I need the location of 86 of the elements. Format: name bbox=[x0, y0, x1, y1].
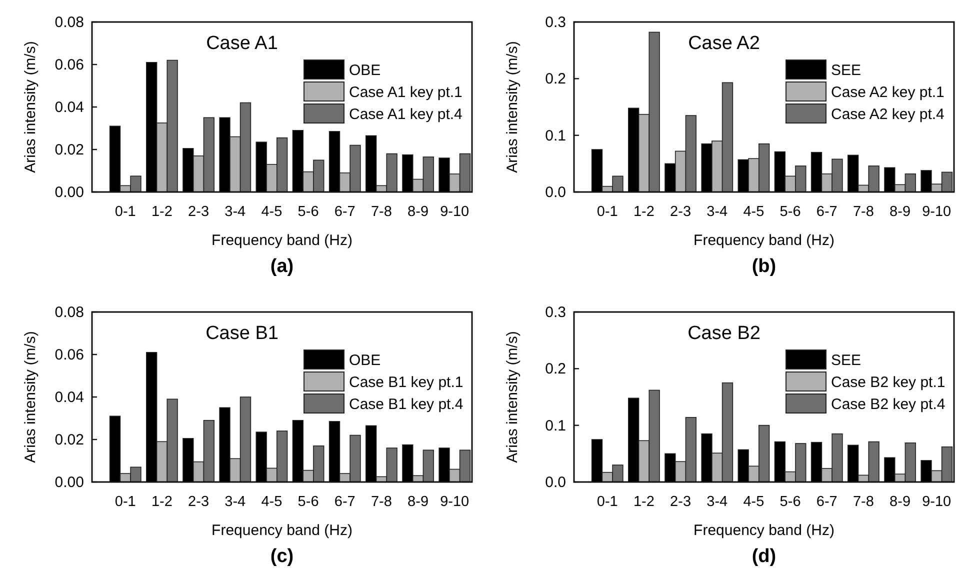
y-tick-label: 0.08 bbox=[54, 304, 84, 321]
legend-label: SEE bbox=[831, 62, 862, 79]
x-tick-label: 5-6 bbox=[298, 494, 319, 510]
x-tick-label: 9-10 bbox=[440, 494, 470, 510]
x-tick-label: 8-9 bbox=[890, 204, 911, 220]
x-tick-label: 1-2 bbox=[633, 204, 654, 220]
y-tick-label: 0.00 bbox=[54, 474, 84, 491]
y-tick-label: 0.06 bbox=[54, 346, 84, 364]
y-tick-label: 0.2 bbox=[545, 360, 566, 378]
text: Case A1 bbox=[206, 33, 278, 54]
x-tick-label: 0-1 bbox=[114, 204, 136, 220]
y-tick-label: 0.3 bbox=[545, 14, 566, 31]
x-tick-label: 3-4 bbox=[706, 204, 728, 220]
y-tick-label: 0.02 bbox=[54, 142, 84, 158]
x-tick-label: 2-3 bbox=[188, 204, 210, 220]
y-axis-title: Arias intensity (m/s) bbox=[22, 331, 39, 463]
legend-label: Case A1 key pt.1 bbox=[349, 84, 462, 101]
y-tick-label: 0.0 bbox=[545, 184, 566, 201]
x-tick-label: 1-2 bbox=[151, 204, 172, 220]
y-tick-label: 0.02 bbox=[54, 432, 84, 448]
text: (c) bbox=[270, 546, 294, 567]
x-tick-label: 0-1 bbox=[596, 204, 618, 220]
text: (d) bbox=[752, 546, 776, 567]
x-tick-label: 5-6 bbox=[298, 204, 319, 220]
x-tick-label: 9-10 bbox=[440, 204, 470, 220]
x-tick-label: 6-7 bbox=[334, 204, 356, 220]
legend-label: SEE bbox=[831, 352, 862, 369]
x-tick-label: 2-3 bbox=[670, 204, 692, 220]
x-tick-label: 4-5 bbox=[743, 494, 764, 510]
x-axis-title: Frequency band (Hz) bbox=[694, 522, 834, 539]
x-tick-label: 7-8 bbox=[370, 494, 392, 510]
text: Case B2 bbox=[688, 323, 760, 344]
x-tick-label: 0-1 bbox=[114, 494, 136, 510]
x-tick-label: 7-8 bbox=[852, 204, 874, 220]
y-axis-title: Arias intensity (m/s) bbox=[504, 331, 521, 463]
legend-label: Case A2 key pt.4 bbox=[831, 106, 944, 123]
legend-label: OBE bbox=[349, 352, 381, 369]
x-tick-label: 4-5 bbox=[261, 494, 282, 510]
x-tick-label: 1-2 bbox=[633, 494, 654, 510]
x-tick-label: 1-2 bbox=[151, 494, 172, 510]
legend-label: Case A1 key pt.4 bbox=[349, 106, 462, 123]
x-tick-label: 5-6 bbox=[780, 204, 801, 220]
y-tick-label: 0.04 bbox=[54, 99, 84, 116]
x-tick-label: 3-4 bbox=[224, 494, 246, 510]
y-tick-label: 0.04 bbox=[54, 389, 84, 406]
x-tick-label: 4-5 bbox=[743, 204, 764, 220]
text: Case A2 bbox=[688, 33, 760, 54]
legend-label: Case B1 key pt.4 bbox=[349, 396, 464, 413]
x-tick-label: 8-9 bbox=[408, 204, 429, 220]
text: (b) bbox=[752, 256, 776, 277]
legend-label: Case B2 key pt.4 bbox=[831, 396, 946, 413]
x-axis-title: Frequency band (Hz) bbox=[212, 522, 352, 539]
x-tick-label: 0-1 bbox=[596, 494, 618, 510]
x-axis-title: Frequency band (Hz) bbox=[694, 232, 834, 249]
y-tick-label: 0.0 bbox=[545, 474, 566, 491]
y-axis-title: Arias intensity (m/s) bbox=[504, 41, 521, 173]
x-tick-label: 6-7 bbox=[816, 494, 838, 510]
x-tick-label: 2-3 bbox=[188, 494, 210, 510]
x-tick-label: 9-10 bbox=[922, 494, 952, 510]
x-tick-label: 7-8 bbox=[370, 204, 392, 220]
y-tick-label: 0.06 bbox=[54, 56, 84, 74]
x-tick-label: 8-9 bbox=[890, 494, 911, 510]
legend-label: Case B1 key pt.1 bbox=[349, 374, 464, 391]
y-tick-label: 0.08 bbox=[54, 14, 84, 31]
legend-label: OBE bbox=[349, 62, 381, 79]
legend-label: Case B2 key pt.1 bbox=[831, 374, 946, 391]
x-tick-label: 5-6 bbox=[780, 494, 801, 510]
y-tick-label: 0.1 bbox=[545, 417, 566, 434]
x-tick-label: 9-10 bbox=[922, 204, 952, 220]
y-tick-label: 0.3 bbox=[545, 304, 566, 321]
x-tick-label: 2-3 bbox=[670, 494, 692, 510]
text: (a) bbox=[270, 256, 294, 277]
x-tick-label: 3-4 bbox=[706, 494, 728, 510]
legend-label: Case A2 key pt.1 bbox=[831, 84, 944, 101]
x-axis-title: Frequency band (Hz) bbox=[212, 232, 352, 249]
x-tick-label: 6-7 bbox=[334, 494, 356, 510]
y-tick-label: 0.1 bbox=[545, 127, 566, 144]
x-tick-label: 4-5 bbox=[261, 204, 282, 220]
x-tick-label: 6-7 bbox=[816, 204, 838, 220]
x-tick-label: 7-8 bbox=[852, 494, 874, 510]
y-axis-title: Arias intensity (m/s) bbox=[22, 41, 39, 173]
y-tick-label: 0.00 bbox=[54, 184, 84, 201]
x-tick-label: 3-4 bbox=[224, 204, 246, 220]
text: Case B1 bbox=[206, 323, 278, 344]
y-tick-label: 0.2 bbox=[545, 70, 566, 88]
x-tick-label: 8-9 bbox=[408, 494, 429, 510]
